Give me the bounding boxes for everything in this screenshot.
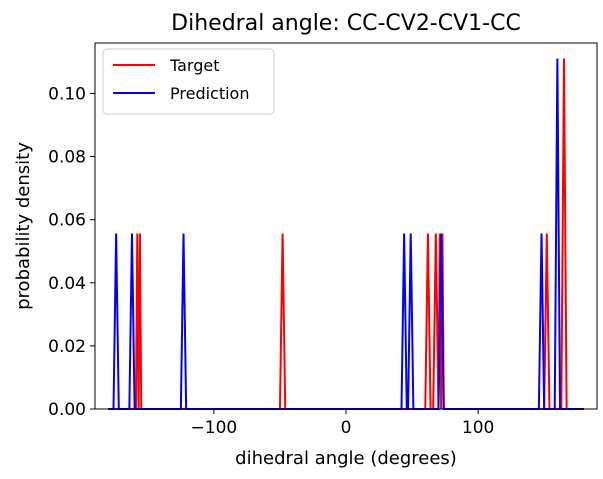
legend-label-target: Target — [169, 56, 220, 75]
series-layer — [108, 58, 584, 410]
y-tick-label: 0.02 — [48, 337, 86, 357]
legend: Target Prediction — [102, 48, 275, 115]
series-line-prediction — [108, 58, 584, 410]
x-tick-label: −100 — [191, 418, 238, 438]
y-tick-label: 0.08 — [48, 148, 86, 168]
y-tick-label: 0.00 — [48, 400, 86, 420]
y-tick-label: 0.04 — [48, 274, 86, 294]
series-line-target — [108, 58, 584, 410]
legend-label-prediction: Prediction — [170, 84, 249, 103]
x-tick-label: 100 — [462, 418, 494, 438]
y-tick-label: 0.10 — [48, 84, 86, 104]
x-axis-label: dihedral angle (degrees) — [235, 448, 457, 469]
x-axis-ticks: −100 0 100 — [191, 409, 494, 438]
y-axis-ticks: 0.00 0.02 0.04 0.06 0.08 0.10 — [48, 84, 95, 420]
x-tick-label: 0 — [341, 418, 352, 438]
y-tick-label: 0.06 — [48, 211, 86, 231]
chart-title: Dihedral angle: CC-CV2-CV1-CC — [171, 11, 521, 36]
plot-frame — [94, 42, 598, 410]
y-axis-label: probability density — [13, 142, 34, 310]
